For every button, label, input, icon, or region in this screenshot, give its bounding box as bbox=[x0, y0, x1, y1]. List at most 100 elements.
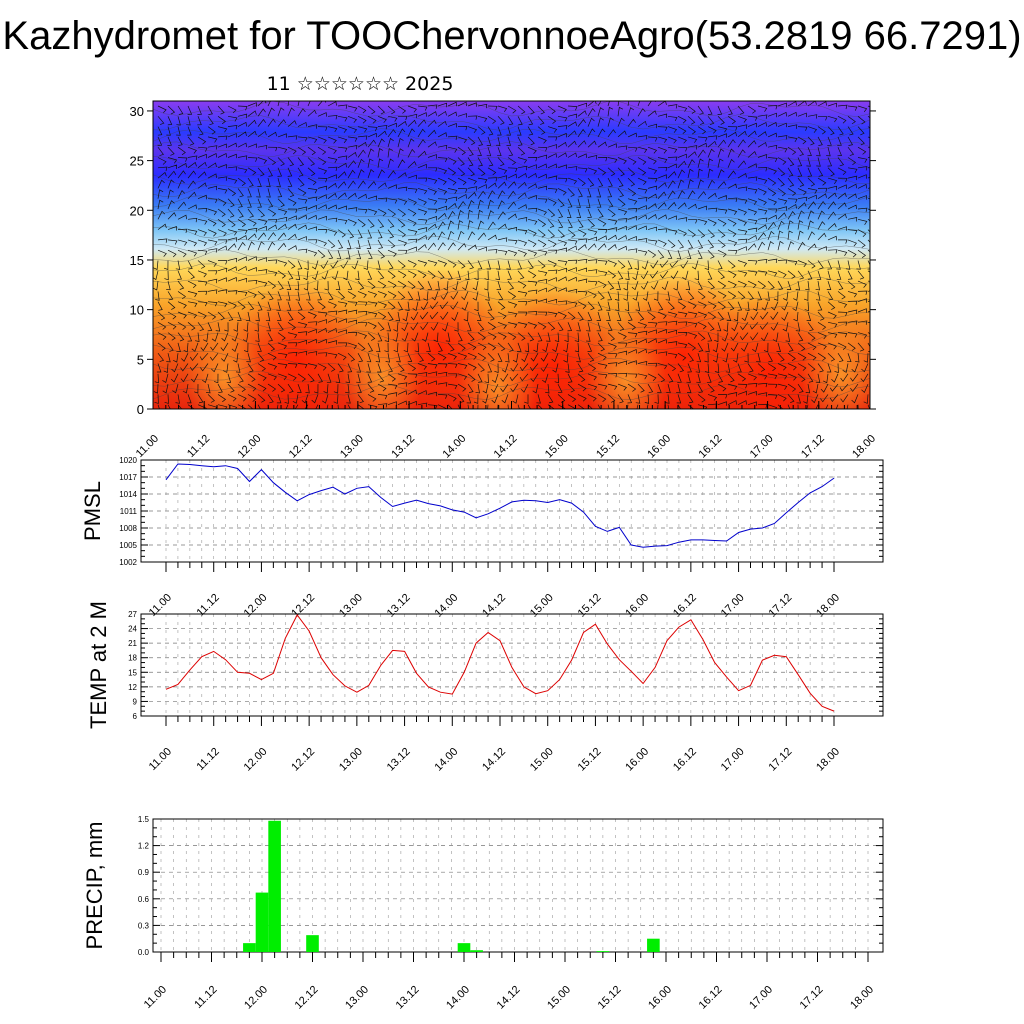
x-tick-label: 12.12 bbox=[287, 433, 315, 461]
cross-section-panel: 0 5 10 15 20 25 30 11.00 11.12 12.00 12.12 13.00 13.… bbox=[130, 100, 878, 461]
contour-line bbox=[153, 222, 870, 239]
contour-line bbox=[153, 357, 870, 374]
contour-line bbox=[153, 208, 870, 225]
y-tick-label: 24 bbox=[128, 625, 137, 634]
precip-bar bbox=[255, 892, 269, 952]
x-tick-label: 11.12 bbox=[185, 433, 212, 460]
y-tick-label: 18 bbox=[128, 654, 137, 663]
y-tick-label: 25 bbox=[130, 154, 144, 169]
x-tick-label: 13.12 bbox=[385, 592, 413, 620]
x-tick-label: 12.00 bbox=[236, 433, 264, 461]
y-tick-label: 0.0 bbox=[138, 948, 150, 957]
contour-line bbox=[153, 330, 870, 347]
x-tick-label: 17.12 bbox=[766, 592, 794, 620]
contour-line bbox=[153, 289, 870, 306]
temp2m-panel: 6 9 12 15 18 21 24 27 11.00 11.12 12.00 12.12 13.00 1… bbox=[86, 601, 884, 774]
x-tick-label: 13.00 bbox=[338, 433, 366, 461]
x-tick-label: 17.12 bbox=[799, 433, 827, 461]
contour-line bbox=[153, 384, 870, 401]
y-tick-label: 1005 bbox=[119, 541, 137, 550]
x-tick-label: 14.00 bbox=[432, 746, 460, 774]
x-tick-label: 14.00 bbox=[440, 433, 468, 461]
precip-bar bbox=[306, 935, 319, 952]
precip-bar bbox=[243, 943, 256, 952]
x-tick-label: 15.00 bbox=[545, 984, 573, 1012]
x-tick-label: 16.12 bbox=[697, 433, 725, 461]
x-tick-label: 16.00 bbox=[646, 984, 674, 1012]
y-tick-label: 21 bbox=[128, 639, 137, 648]
x-tick-label: 12.12 bbox=[289, 592, 317, 620]
y-tick-label: 1017 bbox=[119, 473, 137, 482]
contour-line bbox=[153, 263, 870, 280]
x-tick-label: 16.12 bbox=[697, 984, 725, 1012]
y-tick-label: 9 bbox=[133, 697, 138, 706]
precip-panel: 0.0 0.3 0.6 0.9 1.2 1.5 11.00 11.12 12.00 12.12 13… bbox=[82, 815, 884, 1012]
y-tick-label: 6 bbox=[133, 712, 138, 721]
precip-bar bbox=[596, 951, 610, 952]
x-tick-label: 15.00 bbox=[528, 592, 556, 620]
x-tick-label: 13.12 bbox=[389, 433, 417, 461]
x-tick-label: 18.00 bbox=[848, 984, 876, 1012]
contour-line bbox=[153, 195, 870, 212]
wind-barbs bbox=[153, 101, 870, 409]
contour-line bbox=[153, 343, 870, 361]
precip-bar bbox=[647, 938, 660, 952]
y-tick-label: 0 bbox=[137, 402, 144, 417]
x-tick-label: 14.12 bbox=[480, 592, 508, 620]
x-tick-label: 11.12 bbox=[192, 984, 219, 1011]
y-tick-label: 1008 bbox=[119, 524, 137, 533]
x-tick-label: 11.00 bbox=[142, 984, 169, 1011]
x-tick-label: 11.00 bbox=[134, 433, 161, 460]
x-tick-label: 14.12 bbox=[480, 746, 508, 774]
wind-barb-paths bbox=[153, 101, 870, 409]
x-tick-label: 11.00 bbox=[147, 746, 174, 773]
x-tick-label: 18.00 bbox=[814, 592, 842, 620]
y-tick-label: 10 bbox=[130, 303, 144, 318]
y-tick-label: 27 bbox=[128, 610, 137, 619]
contour-line bbox=[153, 182, 870, 199]
x-tick-label: 17.00 bbox=[719, 746, 747, 774]
y-tick-label: 1014 bbox=[119, 490, 137, 499]
y-tick-label: 1.5 bbox=[138, 815, 150, 824]
chart-subtitle: 11 ☆☆☆☆☆☆ 2025 bbox=[266, 73, 454, 95]
x-tick-label: 16.00 bbox=[645, 433, 673, 461]
temp2m-series-line bbox=[165, 614, 835, 712]
contour-line bbox=[153, 141, 870, 158]
contour-line bbox=[153, 155, 870, 171]
contour-line bbox=[153, 276, 870, 293]
precip-bar bbox=[268, 820, 281, 952]
x-tick-label: 17.00 bbox=[748, 433, 776, 461]
y-tick-label: 5 bbox=[137, 352, 144, 367]
x-tick-label: 18.00 bbox=[814, 746, 842, 774]
x-tick-label: 13.00 bbox=[343, 984, 371, 1012]
precip-bar bbox=[457, 943, 471, 952]
x-tick-label: 12.12 bbox=[289, 746, 317, 774]
y-tick-label: 1020 bbox=[119, 456, 137, 465]
x-tick-label: 12.00 bbox=[242, 746, 270, 774]
temp2m-ylabel: TEMP at 2 M bbox=[86, 601, 111, 729]
pmsl-panel: 1002 1005 1008 1011 1014 1017 1020 11.00 11.12 12… bbox=[80, 456, 884, 620]
y-tick-label: 1002 bbox=[119, 558, 137, 567]
pmsl-series-line bbox=[165, 463, 835, 548]
contour-line bbox=[153, 128, 870, 145]
x-tick-label: 12.00 bbox=[242, 984, 270, 1012]
x-tick-label: 11.12 bbox=[194, 746, 221, 773]
y-tick-label: 1.2 bbox=[138, 842, 150, 851]
x-tick-label: 14.00 bbox=[444, 984, 472, 1012]
cool-pocket-4 bbox=[801, 319, 870, 409]
x-tick-label: 17.00 bbox=[719, 592, 747, 620]
x-tick-label: 11.00 bbox=[147, 592, 174, 619]
pmsl-ylabel: PMSL bbox=[80, 481, 105, 541]
cool-pocket-0 bbox=[184, 322, 265, 409]
x-tick-label: 15.12 bbox=[594, 433, 622, 461]
y-tick-label: 30 bbox=[130, 104, 144, 119]
x-tick-label: 12.00 bbox=[242, 592, 270, 620]
y-tick-label: 12 bbox=[128, 683, 137, 692]
y-tick-label: 0.9 bbox=[138, 868, 150, 877]
contour-line bbox=[153, 249, 870, 266]
precip-frame bbox=[152, 818, 884, 953]
contour-line bbox=[153, 114, 870, 131]
x-tick-label: 17.12 bbox=[766, 746, 794, 774]
contour-line bbox=[153, 236, 870, 253]
